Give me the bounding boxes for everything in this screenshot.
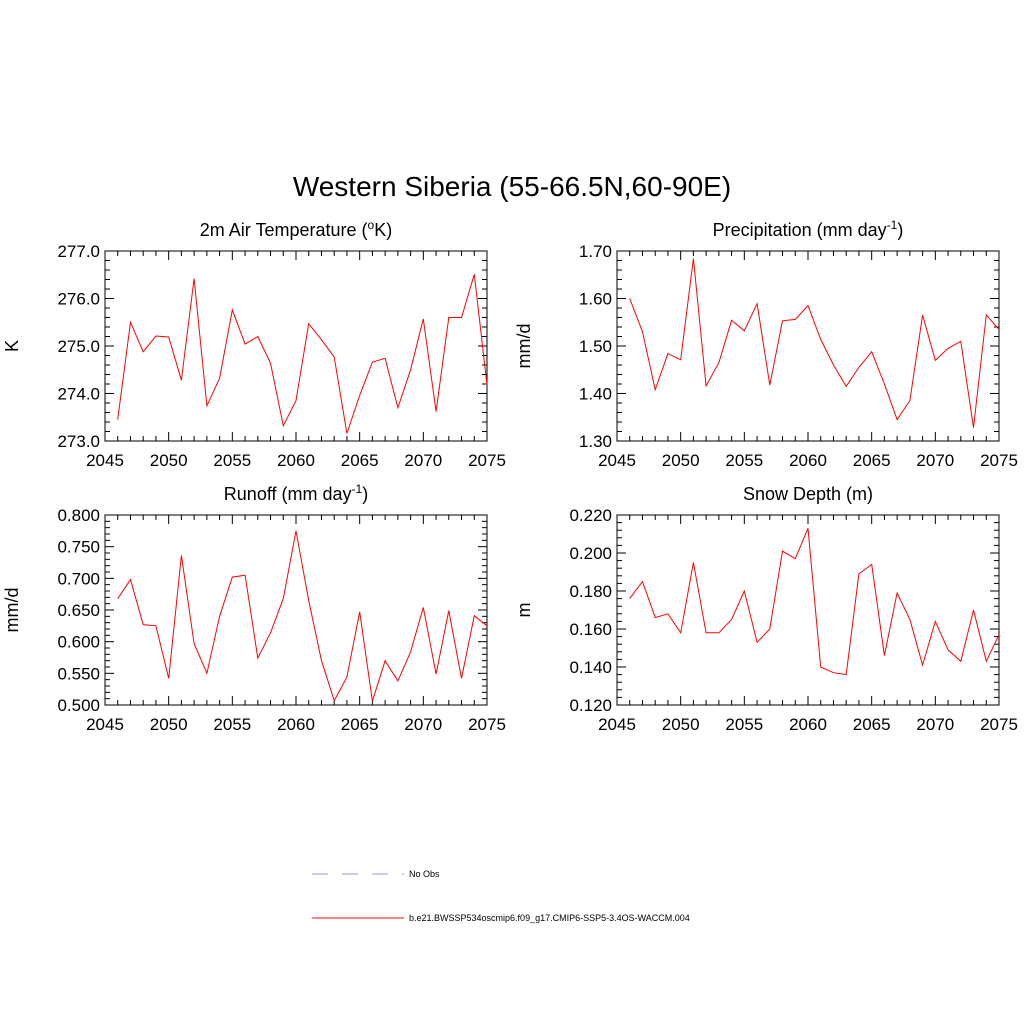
plot-frame-temperature (104, 250, 488, 442)
x-tick-label: 2070 (916, 451, 954, 470)
x-tick-label: 2075 (468, 451, 506, 470)
y-tick-label: 0.120 (569, 696, 612, 715)
figure-title: Western Siberia (55-66.5N,60-90E) (293, 171, 731, 202)
panel-title: Snow Depth (m) (743, 484, 873, 504)
panel-precipitation: 2045 2050 2055 2060 2065 2070 2075 1.30 1.40 1.50… (514, 218, 1018, 470)
x-tick-label: 2060 (277, 715, 315, 734)
x-tick-label: 2060 (789, 451, 827, 470)
x-tick-label: 2065 (341, 715, 379, 734)
x-tick-label: 2045 (598, 451, 636, 470)
x-tick-label: 2055 (213, 715, 251, 734)
series-line-runoff (117, 530, 488, 702)
x-tick-label: 2050 (662, 715, 700, 734)
x-tick-label: 2065 (341, 451, 379, 470)
plot-frame-precipitation (616, 250, 1000, 442)
panel-title: 2m Air Temperature (oK) (200, 218, 392, 240)
panel-title: Runoff (mm day-1) (224, 482, 368, 504)
y-tick-label: 0.600 (57, 633, 100, 652)
x-tick-label: 2075 (980, 451, 1018, 470)
y-axis-label: mm/d (2, 588, 22, 633)
x-tick-label: 2050 (150, 715, 188, 734)
x-tick-label: 2065 (853, 715, 891, 734)
x-tick-label: 2070 (916, 715, 954, 734)
y-tick-label: 1.30 (579, 432, 612, 451)
y-tick-label: 0.750 (57, 538, 100, 557)
x-tick-label: 2045 (598, 715, 636, 734)
panel-temperature: 2045 2050 2055 2060 2065 2070 2075 273.0 274.0 27… (2, 218, 506, 470)
panel-snow-depth: 2045 2050 2055 2060 2065 2070 2075 0.120 0.140 0.… (514, 484, 1018, 734)
legend-label-model: b.e21.BWSSP534oscmip6.f09_g17.CMIP6-SSP5… (409, 913, 690, 923)
panel-title: Precipitation (mm day-1) (713, 218, 904, 240)
y-tick-label: 1.40 (579, 385, 612, 404)
x-tick-label: 2060 (277, 451, 315, 470)
y-tick-label: 0.160 (569, 620, 612, 639)
y-tick-label: 0.220 (569, 506, 612, 525)
y-tick-label: 274.0 (57, 385, 100, 404)
plot-frame-snow-depth (616, 514, 1000, 706)
x-tick-label: 2055 (213, 451, 251, 470)
y-axis-label: m (514, 603, 534, 618)
series-line-temperature (117, 274, 488, 434)
x-tick-label: 2045 (86, 451, 124, 470)
x-tick-label: 2060 (789, 715, 827, 734)
y-tick-label: 0.200 (569, 544, 612, 563)
y-tick-label: 0.500 (57, 696, 100, 715)
series-line-snow-depth (629, 528, 1000, 676)
x-tick-label: 2070 (404, 451, 442, 470)
x-tick-label: 2065 (853, 451, 891, 470)
y-axis-label: mm/d (514, 324, 534, 369)
y-axis-label: K (2, 340, 22, 352)
y-tick-label: 0.700 (57, 569, 100, 588)
y-tick-label: 276.0 (57, 290, 100, 309)
y-tick-label: 277.0 (57, 242, 100, 261)
legend: No Obs b.e21.BWSSP534oscmip6.f09_g17.CMI… (312, 869, 690, 923)
y-tick-label: 275.0 (57, 337, 100, 356)
y-tick-label: 0.180 (569, 582, 612, 601)
y-tick-label: 1.50 (579, 337, 612, 356)
y-tick-label: 1.60 (579, 290, 612, 309)
x-tick-label: 2050 (150, 451, 188, 470)
plot-frame-runoff (104, 514, 488, 706)
y-tick-label: 1.70 (579, 242, 612, 261)
x-tick-label: 2055 (725, 715, 763, 734)
series-line-precipitation (629, 258, 1000, 428)
y-tick-label: 0.550 (57, 664, 100, 683)
x-tick-label: 2045 (86, 715, 124, 734)
y-tick-label: 0.650 (57, 601, 100, 620)
x-tick-label: 2070 (404, 715, 442, 734)
panel-runoff: 2045 2050 2055 2060 2065 2070 2075 0.500 0.550 0.… (2, 482, 506, 734)
x-tick-label: 2075 (980, 715, 1018, 734)
legend-label-no-obs: No Obs (409, 869, 440, 879)
x-tick-label: 2050 (662, 451, 700, 470)
x-tick-label: 2055 (725, 451, 763, 470)
y-tick-label: 0.140 (569, 658, 612, 677)
y-tick-label: 0.800 (57, 506, 100, 525)
y-tick-label: 273.0 (57, 432, 100, 451)
x-tick-label: 2075 (468, 715, 506, 734)
